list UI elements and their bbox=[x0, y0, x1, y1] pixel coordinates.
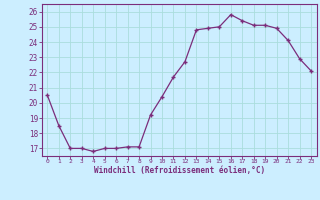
X-axis label: Windchill (Refroidissement éolien,°C): Windchill (Refroidissement éolien,°C) bbox=[94, 166, 265, 175]
